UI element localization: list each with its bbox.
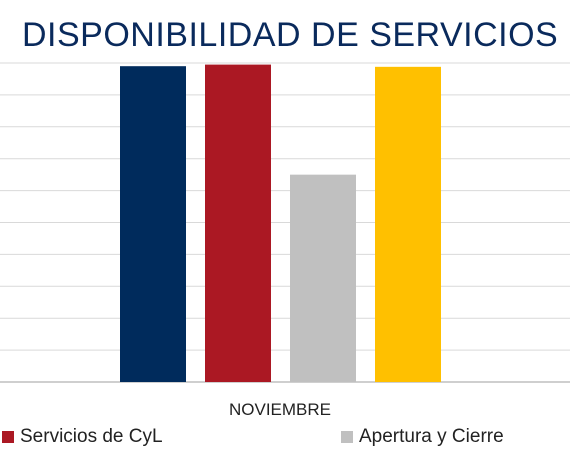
- legend-swatch-apertura-cierre: [341, 431, 353, 443]
- bar-series-1: [120, 66, 186, 382]
- bar-series-4: [375, 66, 441, 382]
- legend-label-servicios-cyl: Servicios de CyL: [20, 426, 163, 447]
- legend-entry-apertura-cierre: Apertura y Cierre: [341, 426, 504, 448]
- bar-series-3: [290, 174, 356, 382]
- gridlines: [0, 62, 570, 383]
- legend-label-apertura-cierre: Apertura y Cierre: [359, 426, 504, 447]
- chart-title: DISPONIBILIDAD DE SERVICIOS: [22, 16, 559, 54]
- bar-series-2: [205, 64, 271, 382]
- legend-entry-servicios-cyl: Servicios de CyL: [2, 426, 163, 448]
- category-label: NOVIEMBRE: [229, 400, 331, 419]
- bars: [120, 64, 441, 382]
- category-labels: NOVIEMBRE: [229, 400, 331, 419]
- legend-swatch-servicios-cyl: [2, 431, 14, 443]
